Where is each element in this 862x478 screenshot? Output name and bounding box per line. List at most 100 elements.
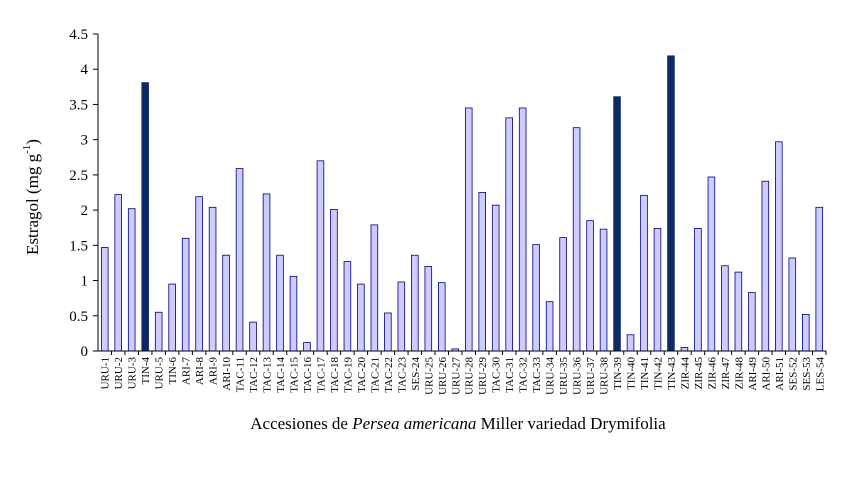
x-tick-label: TIN-4 bbox=[140, 357, 152, 385]
x-tick-label: URU-27 bbox=[450, 357, 462, 395]
bar-ari-50 bbox=[761, 180, 770, 352]
x-tick-label: SES-52 bbox=[787, 357, 799, 391]
x-axis-tick-labels: URU-1 URU-2 URU-3 TIN-4 URU-5 TIN-6 ARI-7 ARI-8… bbox=[100, 351, 827, 395]
bar-uru-36 bbox=[572, 127, 581, 352]
y-tick-label: 2.5 bbox=[69, 168, 88, 184]
x-tick-label: URU-36 bbox=[572, 357, 584, 395]
x-tick-label: URU-38 bbox=[599, 357, 611, 395]
bar-tac-30 bbox=[491, 204, 500, 352]
bar-uru-28 bbox=[464, 107, 473, 352]
bar-tac-12 bbox=[249, 321, 257, 352]
bar-tac-20 bbox=[357, 283, 365, 352]
y-axis-title: Estragol (mg g-1) bbox=[21, 139, 42, 255]
x-tick-label: URU-1 bbox=[100, 357, 112, 389]
x-tick-label: TAC-18 bbox=[329, 357, 341, 393]
bar-ari-8 bbox=[195, 196, 203, 352]
y-tick-label: 3 bbox=[81, 133, 89, 149]
bar-tac-21 bbox=[370, 224, 379, 352]
x-tick-label: TAC-31 bbox=[504, 357, 516, 393]
x-tick-label: URU-5 bbox=[154, 357, 166, 390]
x-tick-label: SES-24 bbox=[410, 357, 422, 391]
x-tick-label: ARI-7 bbox=[181, 357, 193, 386]
y-tick-label: 1.5 bbox=[69, 238, 88, 254]
bar-uru-1 bbox=[100, 247, 109, 352]
bar-ari-10 bbox=[222, 254, 230, 352]
x-tick-label: TIN-39 bbox=[612, 357, 624, 390]
bar-tin-43 bbox=[667, 55, 675, 352]
x-tick-label: ARI-50 bbox=[760, 357, 772, 391]
x-tick-label: ARI-9 bbox=[208, 357, 220, 386]
bar-tac-18 bbox=[330, 209, 338, 352]
x-tick-label: TAC-30 bbox=[491, 357, 503, 393]
y-tick-label: 4 bbox=[81, 62, 89, 78]
y-tick-label: 4.5 bbox=[69, 27, 88, 43]
x-tick-label: SES-53 bbox=[801, 357, 813, 391]
x-tick-label: TIN-41 bbox=[639, 357, 651, 390]
x-tick-label: ZIR-47 bbox=[720, 357, 732, 390]
bar-tac-23 bbox=[397, 281, 406, 352]
bar-ses-24 bbox=[411, 254, 419, 352]
x-axis-title: Accesiones de Persea americana Miller va… bbox=[250, 414, 666, 433]
x-tick-label: TIN-42 bbox=[652, 357, 664, 390]
x-tick-label: URU-25 bbox=[423, 357, 435, 395]
x-tick-label: TAC-21 bbox=[369, 357, 381, 393]
x-tick-label: TAC-11 bbox=[235, 357, 247, 392]
x-tick-label: ARI-10 bbox=[221, 357, 233, 391]
x-tick-label: TAC-22 bbox=[383, 357, 395, 393]
x-tick-label: URU-34 bbox=[545, 357, 557, 395]
bar-ari-7 bbox=[181, 237, 190, 352]
x-tick-label: ZIR-48 bbox=[733, 357, 745, 390]
bar-ari-51 bbox=[775, 141, 783, 352]
bar-ari-9 bbox=[208, 206, 217, 352]
bar-zir-48 bbox=[734, 271, 743, 352]
y-tick-label: 0 bbox=[81, 344, 89, 360]
x-tick-label: TIN-40 bbox=[626, 357, 638, 390]
bar-uru-25 bbox=[424, 266, 433, 352]
bar-ari-49 bbox=[748, 292, 756, 352]
bars bbox=[100, 55, 824, 352]
bar-tac-13 bbox=[262, 193, 271, 352]
bar-tin-42 bbox=[653, 228, 662, 352]
bar-zir-47 bbox=[721, 265, 729, 352]
x-tick-label: URU-28 bbox=[464, 357, 476, 395]
bar-uru-2 bbox=[114, 194, 122, 352]
x-tick-label: TIN-43 bbox=[666, 357, 678, 390]
bar-tac-19 bbox=[343, 261, 352, 352]
bar-uru-38 bbox=[599, 228, 608, 352]
bar-tin-4 bbox=[141, 82, 149, 352]
bar-ses-52 bbox=[788, 257, 797, 352]
x-tick-label: URU-35 bbox=[558, 357, 570, 395]
bar-tac-16 bbox=[303, 342, 311, 352]
bar-uru-5 bbox=[154, 311, 163, 352]
x-tick-label: TAC-20 bbox=[356, 357, 368, 393]
x-tick-label: URU-37 bbox=[585, 357, 597, 395]
x-tick-label: TAC-12 bbox=[248, 357, 260, 393]
bar-les-54 bbox=[815, 206, 824, 352]
x-tick-label: URU-3 bbox=[127, 357, 139, 390]
x-tick-label: LES-54 bbox=[814, 357, 826, 392]
bar-tac-32 bbox=[518, 107, 527, 352]
x-tick-label: URU-26 bbox=[437, 357, 449, 395]
bar-uru-34 bbox=[545, 301, 554, 352]
bar-uru-26 bbox=[438, 282, 446, 352]
bar-tac-22 bbox=[384, 312, 392, 352]
bar-uru-3 bbox=[127, 208, 136, 352]
y-tick-label: 0.5 bbox=[69, 309, 88, 325]
bar-tin-41 bbox=[640, 194, 648, 352]
x-tick-label: URU-29 bbox=[477, 357, 489, 395]
bar-zir-44 bbox=[680, 347, 689, 352]
y-axis-ticks: 0 0.5 1 1.5 2 2.5 3 3.5 4 4.5 bbox=[69, 27, 98, 360]
x-tick-label: TAC-33 bbox=[531, 357, 543, 393]
x-tick-label: TAC-17 bbox=[315, 357, 327, 393]
bar-zir-46 bbox=[707, 176, 716, 352]
bar-tin-39 bbox=[613, 96, 621, 352]
bar-ses-53 bbox=[802, 313, 810, 352]
y-tick-label: 3.5 bbox=[69, 97, 88, 113]
bar-tac-17 bbox=[316, 160, 325, 352]
bar-tac-14 bbox=[276, 254, 284, 352]
bar-tac-33 bbox=[532, 244, 540, 352]
x-tick-label: TAC-13 bbox=[262, 357, 274, 393]
bar-tin-40 bbox=[626, 334, 635, 352]
x-tick-label: ZIR-46 bbox=[706, 357, 718, 390]
